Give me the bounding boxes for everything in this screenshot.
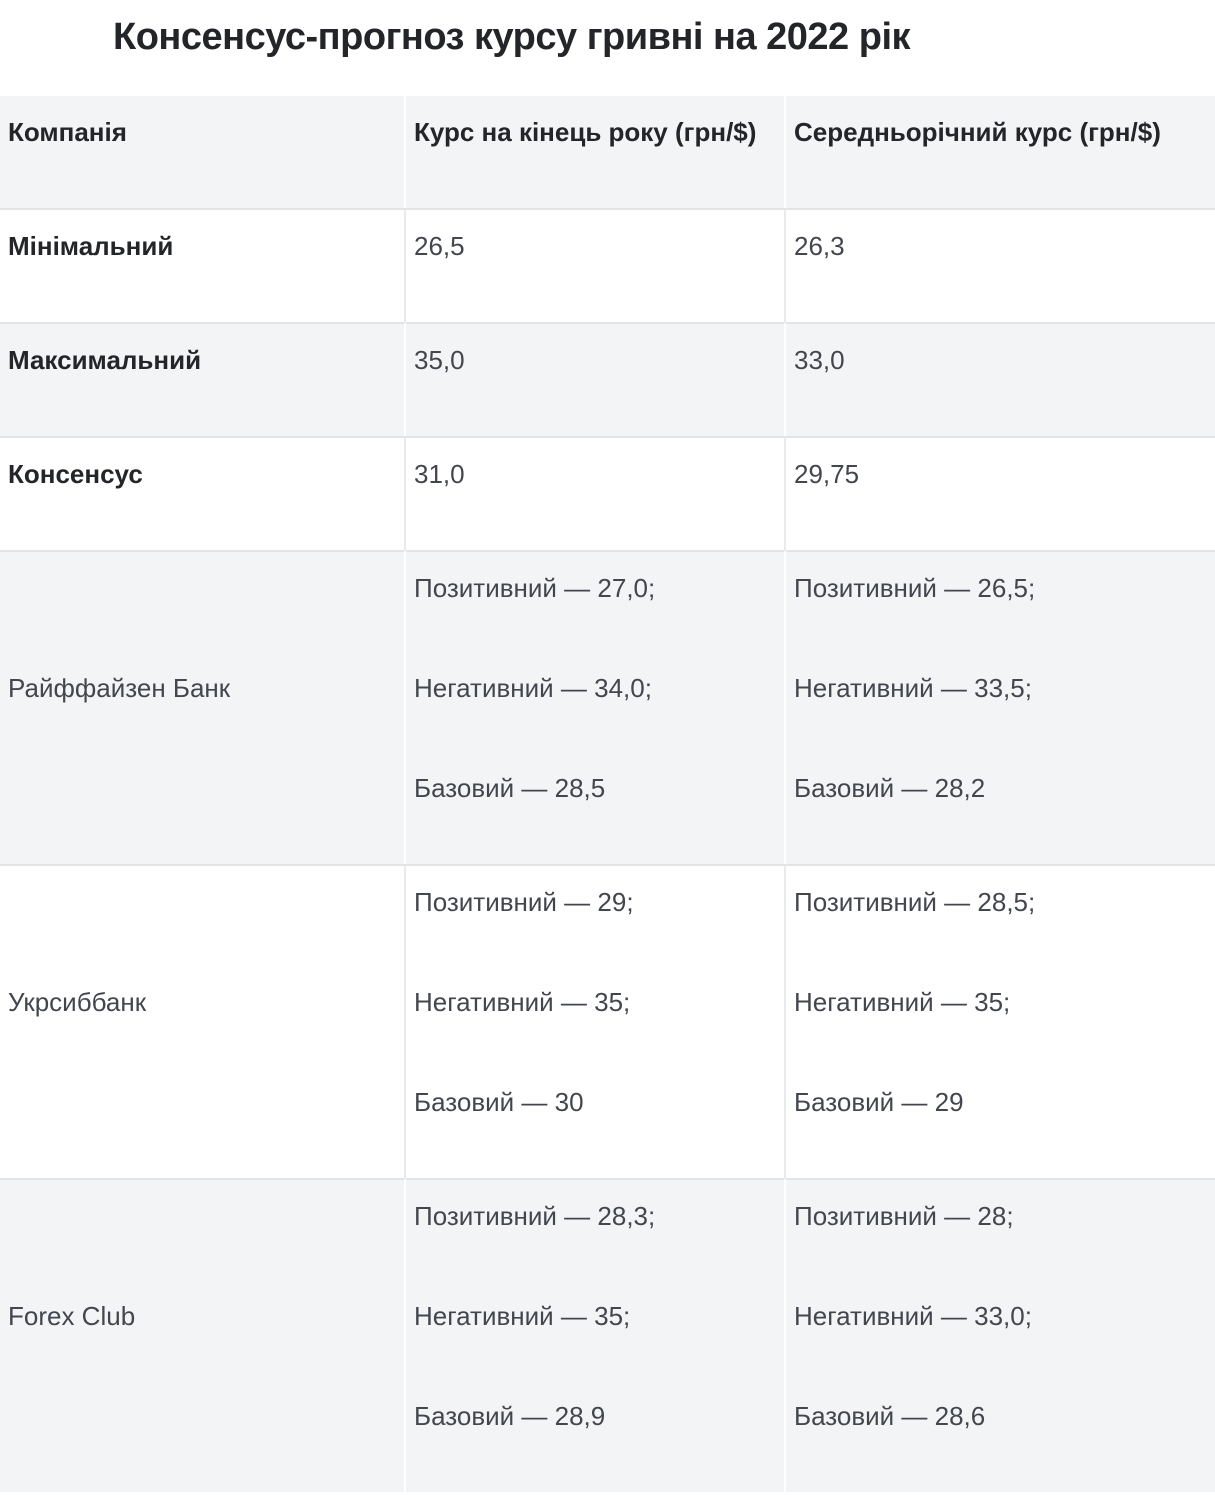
- company-cell: Мінімальний: [0, 208, 406, 322]
- scenario-line: Негативний — 35;: [414, 987, 631, 1017]
- company-name: Укрсиббанк: [8, 987, 147, 1017]
- scenario-line: Базовий — 29: [794, 1087, 964, 1117]
- scenario-line: Позитивний — 26,5;: [794, 573, 1036, 603]
- scenario-line: Негативний — 34,0;: [414, 673, 652, 703]
- scenario-line: Позитивний — 28;: [794, 1201, 1014, 1231]
- scenario-line: Позитивний — 29;: [414, 887, 634, 917]
- table-row: Forex Club Позитивний — 28,3; Негативний …: [0, 1178, 1215, 1492]
- table-row: Консенсус 31,0 29,75: [0, 436, 1215, 550]
- table-row: Укрсиббанк Позитивний — 29; Негативний — …: [0, 864, 1215, 1178]
- column-header-annual-average-rate: Середньорічний курс (грн/$): [786, 96, 1215, 208]
- annual-average-rate-cell: Позитивний — 28; Негативний — 33,0; Базови…: [786, 1178, 1215, 1492]
- scenario-line: 31,0: [414, 459, 465, 489]
- company-name: Forex Club: [8, 1301, 136, 1331]
- scenario-line: 35,0: [414, 345, 465, 375]
- annual-average-rate-cell: 26,3: [786, 208, 1215, 322]
- column-header-label: Курс на кінець року (грн/$): [414, 117, 757, 147]
- column-header-end-of-year-rate: Курс на кінець року (грн/$): [406, 96, 786, 208]
- page-title: Консенсус-прогноз курсу гривні на 2022 р…: [113, 16, 911, 58]
- scenario-line: Позитивний — 28,5;: [794, 887, 1036, 917]
- column-header-company: Компанія: [0, 96, 406, 208]
- company-name: Максимальний: [8, 345, 202, 375]
- company-cell: Укрсиббанк: [0, 864, 406, 1178]
- end-of-year-rate-cell: Позитивний — 29; Негативний — 35; Базовий …: [406, 864, 786, 1178]
- company-name: Мінімальний: [8, 231, 174, 261]
- scenario-line: 29,75: [794, 459, 860, 489]
- column-header-label: Середньорічний курс (грн/$): [794, 117, 1161, 147]
- table-row: Мінімальний 26,5 26,3: [0, 208, 1215, 322]
- scenario-line: Базовий — 28,5: [414, 773, 606, 803]
- company-cell: Консенсус: [0, 436, 406, 550]
- column-header-label: Компанія: [8, 117, 127, 147]
- scenario-line: 26,5: [414, 231, 465, 261]
- company-cell: Максимальний: [0, 322, 406, 436]
- end-of-year-rate-cell: 31,0: [406, 436, 786, 550]
- end-of-year-rate-cell: 26,5: [406, 208, 786, 322]
- scenario-line: Базовий — 28,6: [794, 1401, 986, 1431]
- annual-average-rate-cell: 33,0: [786, 322, 1215, 436]
- scenario-line: Позитивний — 27,0;: [414, 573, 656, 603]
- scenario-line: Негативний — 33,0;: [794, 1301, 1032, 1331]
- end-of-year-rate-cell: Позитивний — 28,3; Негативний — 35; Базови…: [406, 1178, 786, 1492]
- end-of-year-rate-cell: 35,0: [406, 322, 786, 436]
- annual-average-rate-cell: Позитивний — 28,5; Негативний — 35; Базови…: [786, 864, 1215, 1178]
- company-name: Райффайзен Банк: [8, 673, 231, 703]
- scenario-line: Базовий — 28,9: [414, 1401, 606, 1431]
- forecast-table: Компанія Курс на кінець року (грн/$) Сер…: [0, 96, 1215, 1492]
- company-cell: Райффайзен Банк: [0, 550, 406, 864]
- scenario-line: Базовий — 28,2: [794, 773, 986, 803]
- scenario-line: Базовий — 30: [414, 1087, 584, 1117]
- table-row: Райффайзен Банк Позитивний — 27,0; Негати…: [0, 550, 1215, 864]
- annual-average-rate-cell: 29,75: [786, 436, 1215, 550]
- scenario-line: Позитивний — 28,3;: [414, 1201, 656, 1231]
- header-row: Компанія Курс на кінець року (грн/$) Сер…: [0, 96, 1215, 208]
- table-row: Максимальний 35,0 33,0: [0, 322, 1215, 436]
- scenario-line: Негативний — 33,5;: [794, 673, 1032, 703]
- company-cell: Forex Club: [0, 1178, 406, 1492]
- company-name: Консенсус: [8, 459, 143, 489]
- annual-average-rate-cell: Позитивний — 26,5; Негативний — 33,5; Базо…: [786, 550, 1215, 864]
- scenario-line: Негативний — 35;: [414, 1301, 631, 1331]
- scenario-line: Негативний — 35;: [794, 987, 1011, 1017]
- end-of-year-rate-cell: Позитивний — 27,0; Негативний — 34,0; Базо…: [406, 550, 786, 864]
- scenario-line: 26,3: [794, 231, 845, 261]
- scenario-line: 33,0: [794, 345, 845, 375]
